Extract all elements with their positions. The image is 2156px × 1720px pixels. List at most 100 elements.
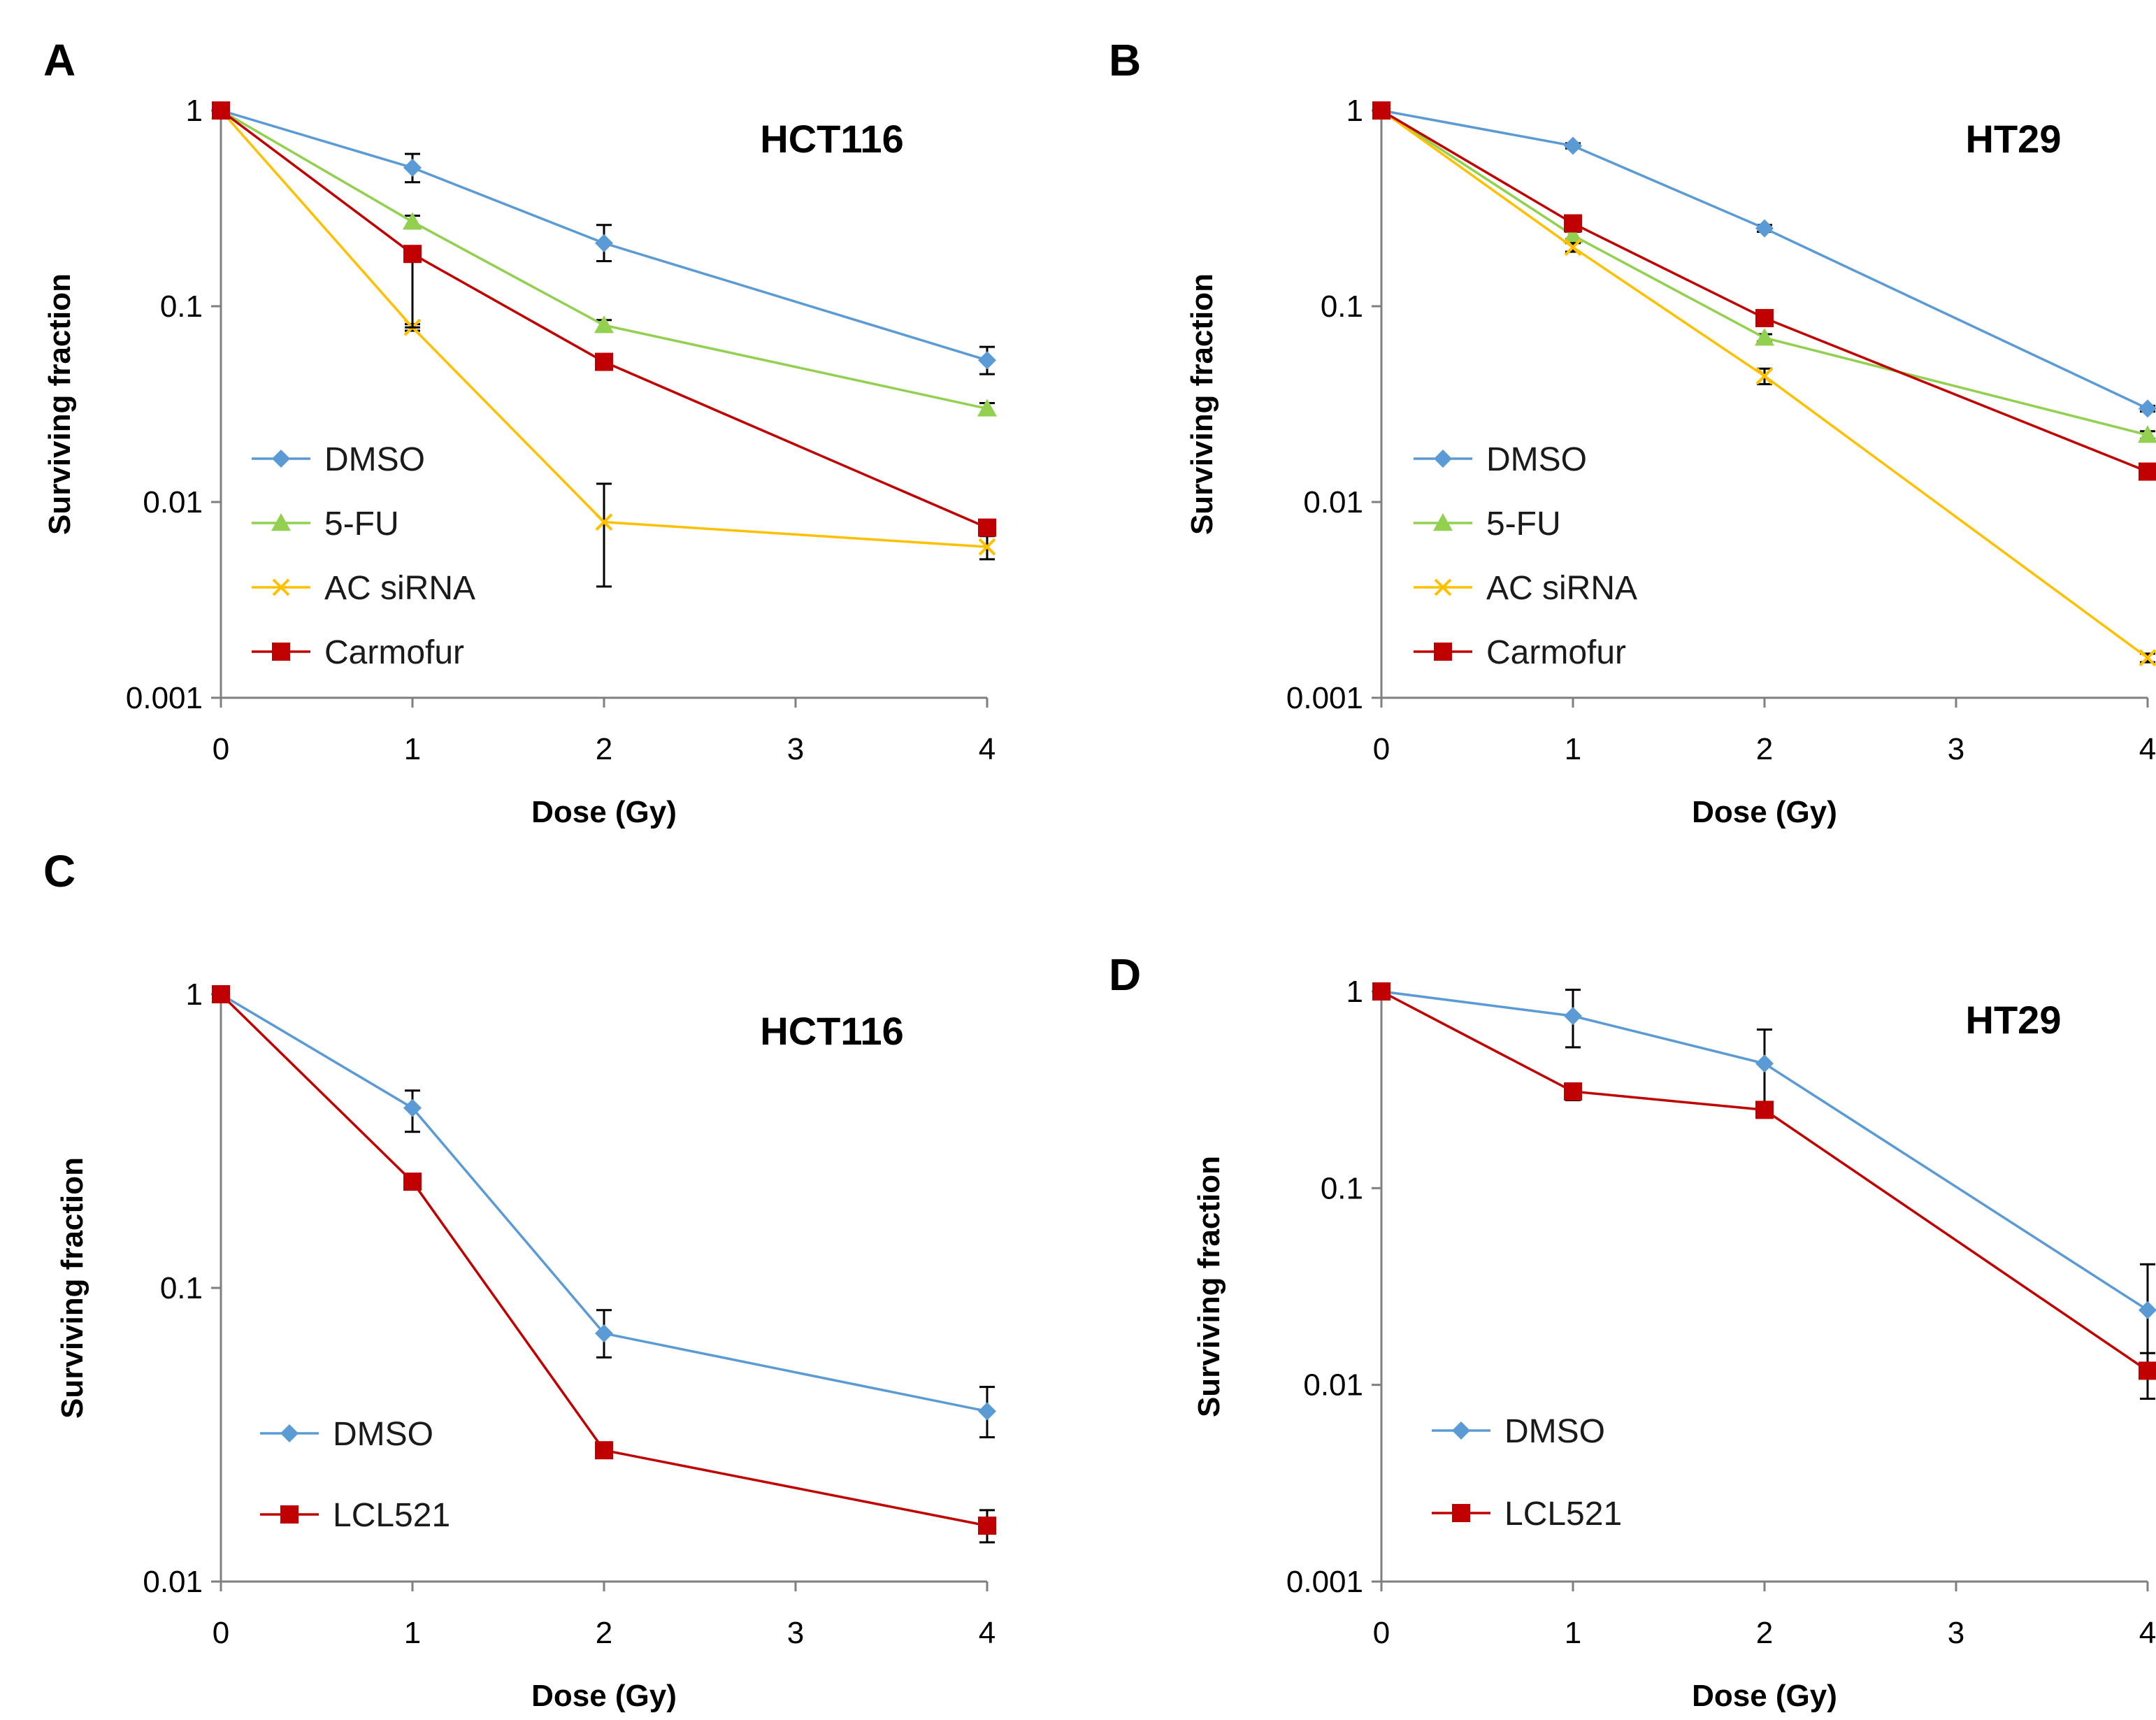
y-axis-label: Surviving fraction (55, 1157, 89, 1419)
x-tick-label: 1 (404, 1616, 421, 1650)
x-tick-label: 0 (1373, 732, 1390, 766)
series-dmso (212, 985, 996, 1439)
data-point (978, 538, 996, 556)
data-point (594, 315, 614, 334)
y-tick-label: 0.001 (1286, 1565, 1363, 1599)
x-tick-label: 0 (1373, 1616, 1390, 1650)
chart-title: HCT116 (760, 1009, 903, 1053)
data-point (978, 1402, 996, 1421)
x-tick-label: 4 (2139, 1616, 2156, 1650)
y-tick-label: 0.01 (143, 1565, 203, 1599)
y-tick-label: 1 (1346, 975, 1363, 1009)
legend-label: Carmofur (1486, 634, 1626, 671)
panel-A: A 1 0.1 0.01 0.001 0 1 2 3 4 Dose (Gy) Surviving fr… (43, 35, 997, 829)
x-tick-label: 3 (1948, 1616, 1964, 1650)
series-lcl521 (212, 985, 996, 1544)
data-point (212, 101, 230, 120)
data-point (403, 158, 422, 177)
legend-label: DMSO (1486, 441, 1587, 478)
data-point (1564, 1082, 1582, 1101)
x-tick-label: 2 (596, 1616, 612, 1650)
x-axis-label: Dose (Gy) (1692, 795, 1837, 829)
x-tick-label: 4 (979, 732, 996, 766)
legend-label: DMSO (333, 1416, 433, 1453)
data-point (1755, 1054, 1774, 1073)
data-point (1564, 136, 1582, 155)
y-tick-label: 0.1 (1321, 1171, 1363, 1205)
data-point (1564, 1007, 1582, 1026)
x-tick-label: 2 (1756, 732, 1773, 766)
x-tick-label: 0 (213, 1616, 229, 1650)
data-point (1564, 238, 1582, 257)
x-tick-label: 3 (1948, 732, 1964, 766)
y-tick-label: 0.1 (160, 1271, 203, 1305)
data-point (1755, 1101, 1774, 1119)
data-point (1755, 367, 1774, 385)
x-tick-label: 2 (596, 732, 612, 766)
data-point (403, 1098, 422, 1117)
legend-marker (1452, 1504, 1470, 1522)
legend-marker (272, 578, 290, 596)
panel-D: D 1 0.1 0.01 0.001 0 1 2 3 4 Dose (Gy) Surviving fr… (1109, 949, 2156, 1713)
data-point (1564, 214, 1582, 233)
series-line (1380, 109, 2149, 659)
panel-letter: A (43, 35, 76, 85)
data-point (978, 351, 996, 370)
data-point (1372, 101, 1390, 120)
legend: DMSO LCL521 (1432, 1413, 1622, 1533)
legend-marker (280, 1505, 299, 1524)
legend: DMSO LCL521 (260, 1416, 450, 1534)
legend-label: AC siRNA (1486, 570, 1637, 607)
series-line (220, 993, 988, 1527)
x-axis-label: Dose (Gy) (531, 1679, 677, 1713)
y-tick-label: 0.001 (126, 681, 203, 715)
chart-title: HT29 (1966, 117, 2062, 161)
legend-label: 5-FU (1486, 506, 1561, 543)
series-line (1381, 109, 2148, 410)
series-line (1381, 990, 2148, 1372)
y-tick-label: 0.01 (1303, 485, 1363, 519)
chart-title: HCT116 (760, 117, 903, 161)
panel-letter: B (1109, 35, 1141, 85)
x-tick-label: 1 (404, 732, 421, 766)
chart-title: HT29 (1966, 998, 2062, 1042)
panel-C: C 1 0.1 0.01 0 1 2 3 4 Dose (Gy) Surviving fractio… (43, 846, 996, 1713)
x-tick-label: 3 (787, 1616, 804, 1650)
y-tick-label: 0.01 (143, 485, 203, 519)
series-line (1381, 109, 2148, 473)
series-line (1381, 990, 2148, 1312)
legend-marker (1434, 578, 1452, 596)
x-tick-label: 4 (2139, 732, 2156, 766)
y-axis-label: Surviving fraction (43, 273, 77, 535)
data-point (403, 245, 422, 264)
y-axis-label: Surviving fraction (1192, 1156, 1226, 1417)
data-point (1563, 225, 1583, 243)
y-axis-label: Surviving fraction (1185, 273, 1219, 535)
data-point (403, 212, 422, 230)
x-axis-label: Dose (Gy) (531, 795, 677, 829)
data-point (2138, 425, 2156, 443)
data-point (2139, 399, 2156, 418)
data-point (595, 1324, 613, 1343)
data-point (977, 399, 997, 417)
legend-marker (1452, 1421, 1470, 1440)
legend: DMSO 5-FU AC siRNA Carmofur (252, 441, 475, 671)
x-axis-label: Dose (Gy) (1692, 1679, 1837, 1713)
data-point (1372, 982, 1390, 1001)
data-point (2139, 462, 2156, 481)
data-point (403, 1173, 422, 1191)
legend-label: LCL521 (1504, 1496, 1622, 1533)
x-tick-label: 1 (1565, 1616, 1581, 1650)
y-tick-label: 0.1 (160, 289, 203, 324)
legend-marker (271, 513, 291, 531)
data-point (1755, 219, 1774, 238)
x-tick-label: 3 (787, 732, 804, 766)
y-tick-label: 1 (1346, 94, 1363, 128)
data-point (2139, 649, 2156, 667)
data-point (2139, 1300, 2156, 1319)
legend-marker (1433, 513, 1453, 531)
series-line (220, 109, 988, 548)
legend-marker (1434, 450, 1452, 468)
y-tick-label: 1 (186, 94, 203, 128)
y-tick-label: 0.01 (1303, 1368, 1363, 1403)
